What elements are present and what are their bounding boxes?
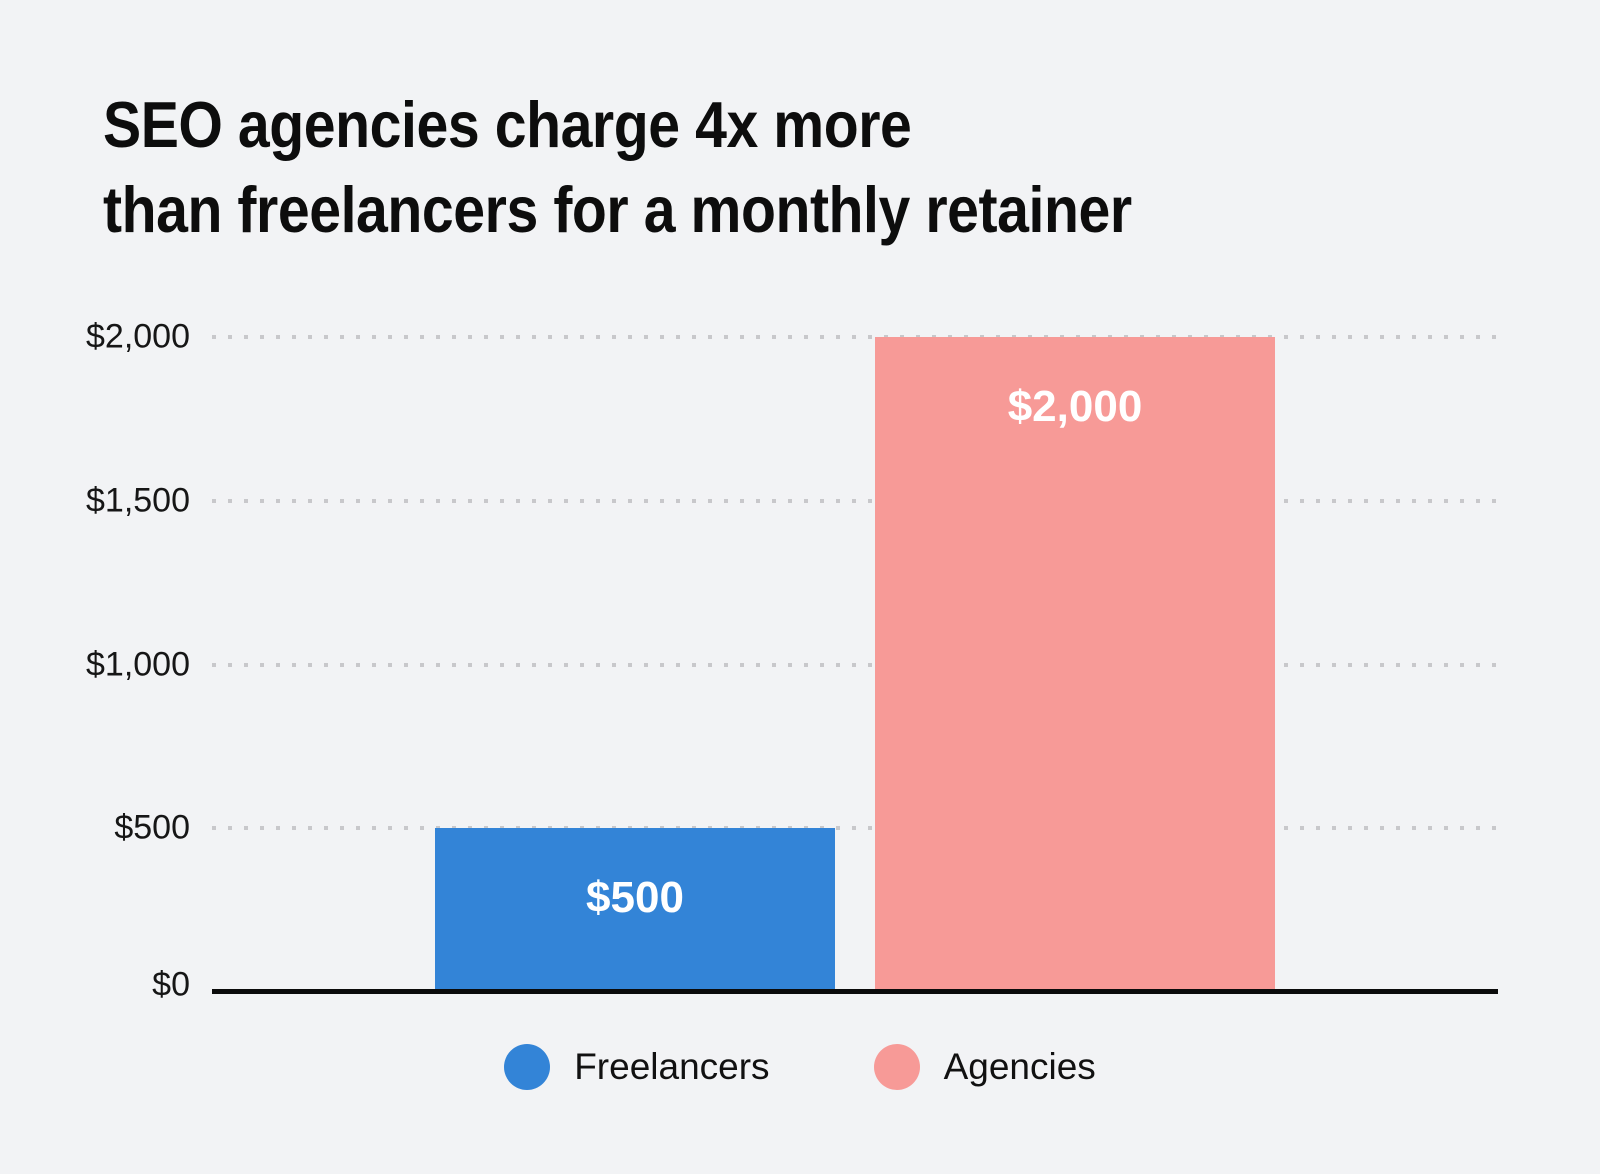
bar-value-label-agencies: $2,000 <box>1007 382 1143 431</box>
legend-item-freelancers: Freelancers <box>504 1044 770 1090</box>
freelancers-swatch-icon <box>504 1044 551 1090</box>
legend-label-agencies: Agencies <box>943 1046 1096 1087</box>
gridline-500 <box>212 826 1498 831</box>
agencies-swatch-icon <box>873 1044 920 1090</box>
x-axis-line <box>212 989 1498 994</box>
legend-label-freelancers: Freelancers <box>574 1046 770 1087</box>
chart-title: SEO agencies charge 4x more than freelan… <box>103 82 1132 252</box>
gridline-1000 <box>212 662 1498 667</box>
bar-value-label-freelancers: $500 <box>586 873 684 923</box>
bar-agencies: $2,000 <box>875 337 1275 992</box>
legend: Freelancers Agencies <box>0 1044 1600 1090</box>
chart-title-line2: than freelancers for a monthly retainer <box>103 173 1132 246</box>
y-tick-label-1500: $1,500 <box>86 481 190 520</box>
legend-item-agencies: Agencies <box>873 1044 1096 1090</box>
y-tick-label-500: $500 <box>114 808 190 847</box>
y-tick-label-1000: $1,000 <box>86 645 190 683</box>
y-tick-label-0: $0 <box>152 965 190 1004</box>
gridline-2000 <box>212 335 1498 339</box>
chart-title-line1: SEO agencies charge 4x more <box>103 88 912 161</box>
y-tick-label-2000: $2,000 <box>86 317 190 356</box>
gridline-1500 <box>212 498 1498 503</box>
bar-freelancers: $500 <box>435 828 835 992</box>
